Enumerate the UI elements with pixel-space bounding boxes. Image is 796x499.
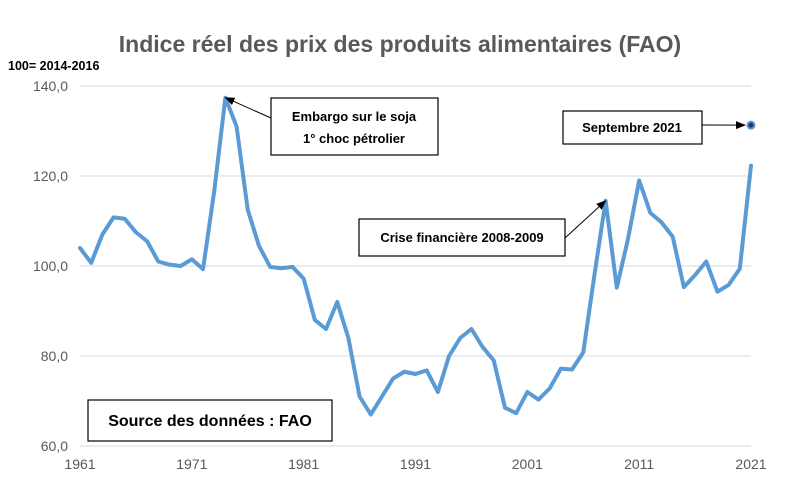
annotation-box-september-2021	[562, 110, 703, 145]
annotation-embargo-line2: 1° choc pétrolier	[303, 131, 405, 146]
annotation-box-embargo	[270, 97, 439, 156]
x-tick-label: 2001	[512, 456, 543, 472]
annotation-embargo: Embargo sur le soja 1° choc pétrolier	[224, 97, 439, 156]
x-tick-label: 2011	[624, 456, 654, 472]
gridlines	[80, 85, 751, 357]
x-tick-label: 2021	[735, 456, 766, 472]
x-tick-label: 1971	[176, 456, 207, 472]
series-line-food-price-index	[78, 95, 753, 417]
unit-label: 100= 2014-2016	[8, 59, 99, 73]
annotation-financial-crisis: Crise financière 2008-2009	[358, 200, 607, 257]
y-tick-label: 100,0	[33, 258, 68, 274]
y-tick-label: 60,0	[41, 438, 68, 454]
arrow-embargo	[224, 97, 272, 119]
annotation-box-financial-crisis	[358, 218, 566, 257]
annotation-september-2021-text: Septembre 2021	[582, 120, 682, 135]
annotation-financial-crisis-text: Crise financière 2008-2009	[380, 230, 543, 245]
y-tick-label: 120,0	[33, 168, 68, 184]
x-tick-label: 1991	[400, 456, 431, 472]
source-text: Source des données : FAO	[108, 413, 312, 430]
y-tick-label: 80,0	[41, 348, 68, 364]
y-tick-label: 140,0	[33, 78, 68, 94]
arrow-financial-crisis	[564, 200, 607, 239]
september-2021-marker	[746, 120, 756, 130]
x-tick-label: 1961	[64, 456, 95, 472]
y-axis-ticks: 60,0 80,0 100,0 120,0 140,0	[33, 78, 68, 454]
chart-title: Indice réel des prix des produits alimen…	[119, 31, 681, 57]
source-box: Source des données : FAO	[87, 399, 333, 442]
x-tick-label: 1981	[288, 456, 319, 472]
annotation-september-2021: Septembre 2021	[562, 110, 746, 145]
annotation-embargo-line1: Embargo sur le soja	[292, 109, 417, 124]
source-box-frame	[87, 399, 333, 442]
x-axis-ticks: 1961 1971 1981 1991 2001 2011 2021	[64, 456, 766, 472]
